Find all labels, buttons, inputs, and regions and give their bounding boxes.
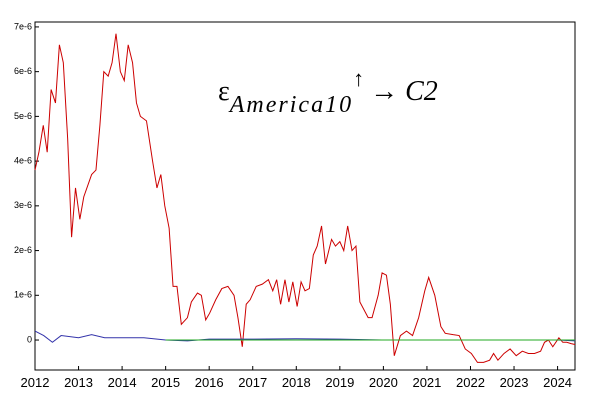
y-tick-label: 5e-6	[14, 111, 32, 121]
annotation-subscript: America10	[228, 92, 353, 118]
x-tick-label: 2024	[543, 375, 572, 390]
x-tick-label: 2019	[325, 375, 354, 390]
x-tick-label: 2017	[238, 375, 267, 390]
y-tick-label: 4e-6	[14, 155, 32, 165]
annotation-base: ε	[218, 76, 230, 107]
x-tick-label: 2016	[195, 375, 224, 390]
x-tick-label: 2020	[369, 375, 398, 390]
plot-frame	[34, 21, 576, 371]
x-tick-label: 2012	[21, 375, 50, 390]
y-tick-label: 1e-6	[14, 290, 32, 300]
x-tick-label: 2021	[412, 375, 441, 390]
x-tick-label: 2013	[64, 375, 93, 390]
y-tick-label: 6e-6	[14, 66, 32, 76]
annotation: εAmerica10↑ → C2	[218, 66, 438, 118]
y-tick-label: 0	[27, 334, 32, 344]
x-tick-label: 2022	[456, 375, 485, 390]
data-line	[34, 330, 576, 343]
x-tick-label: 2018	[282, 375, 311, 390]
annotation-superscript: ↑	[353, 66, 364, 91]
data-line	[34, 33, 576, 363]
x-tick-label: 2023	[500, 375, 529, 390]
x-tick-label: 2015	[151, 375, 180, 390]
x-tick-label: 2014	[108, 375, 137, 390]
y-tick-label: 3e-6	[14, 200, 32, 210]
y-tick-label: 2e-6	[14, 245, 32, 255]
y-tick-label: 7e-6	[14, 21, 32, 31]
annotation-tail: → C2	[370, 76, 438, 107]
